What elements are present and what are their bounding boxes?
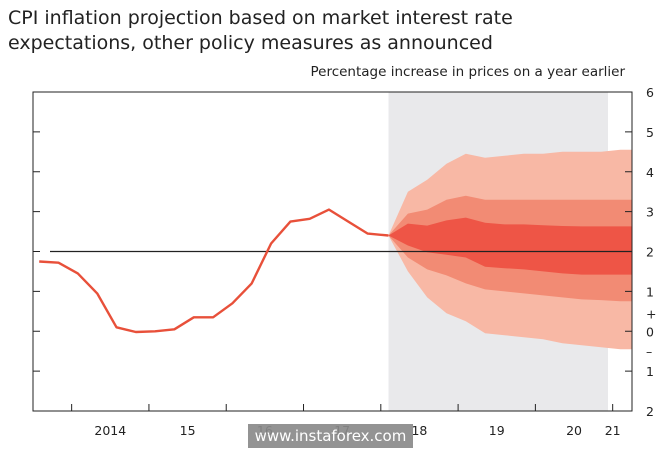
y-tick-label: 5 bbox=[646, 125, 654, 140]
x-tick-label: 20 bbox=[566, 423, 582, 438]
y-axis-description: Percentage increase in prices on a year … bbox=[310, 64, 625, 80]
y-tick-label: 0 bbox=[646, 324, 654, 339]
watermark: www.instaforex.com bbox=[248, 424, 413, 448]
y-tick-label: 3 bbox=[646, 205, 654, 220]
chart-title-line-2: expectations, other policy measures as a… bbox=[8, 32, 493, 54]
negative-sign-label: – bbox=[646, 344, 652, 359]
y-tick-label: 1 bbox=[646, 284, 654, 299]
x-tick-label: 18 bbox=[411, 423, 427, 438]
x-tick-label: 15 bbox=[180, 423, 196, 438]
y-axis-labels: 6 5 4 3 2 1 0 1 2 bbox=[646, 85, 654, 419]
chart-title: CPI inflation projection based on market… bbox=[8, 6, 513, 56]
positive-sign-label: + bbox=[646, 306, 656, 321]
x-tick-label: 21 bbox=[605, 423, 621, 438]
y-tick-label: 4 bbox=[646, 165, 654, 180]
cpi-history-line bbox=[39, 208, 389, 334]
y-tick-label: 2 bbox=[646, 404, 654, 419]
x-tick-label: 19 bbox=[489, 423, 505, 438]
y-tick-label: 2 bbox=[646, 245, 654, 260]
x-tick-label: 2014 bbox=[94, 423, 126, 438]
y-tick-label: 6 bbox=[646, 85, 654, 100]
chart-title-line-1: CPI inflation projection based on market… bbox=[8, 7, 513, 29]
fan-band-inner bbox=[388, 217, 632, 275]
y-axis-ticks bbox=[33, 91, 632, 412]
y-tick-label: 1 bbox=[646, 364, 654, 379]
x-axis-ticks bbox=[71, 404, 614, 411]
